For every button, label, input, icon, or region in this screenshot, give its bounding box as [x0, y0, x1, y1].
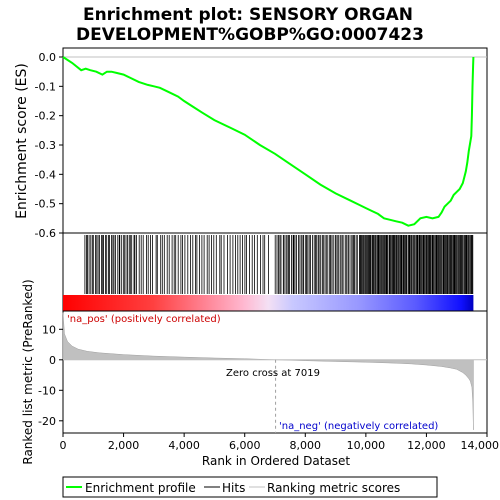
metric-y-axis: 10 0 -10 -20 [38, 323, 63, 428]
negative-correlation-label: 'na_neg' (negatively correlated) [279, 421, 438, 432]
metric-panel-frame [62, 310, 488, 434]
chart-title-line-2: DEVELOPMENT%GOBP%GO:0007423 [76, 25, 424, 45]
legend-metric-label: Ranking metric scores [267, 481, 400, 495]
metric-tick-label: -20 [38, 415, 56, 428]
ranked-list-color-bar [63, 295, 474, 311]
es-tick-label: -0.6 [35, 227, 56, 240]
x-axis: 0 2,000 4,000 6,000 8,000 10,000 12,000 14,000 [60, 433, 500, 452]
es-tick-label: -0.4 [35, 168, 56, 181]
x-tick-label: 14,000 [461, 439, 500, 452]
zero-cross-label: Zero cross at 7019 [226, 368, 320, 379]
es-tick-label: -0.3 [35, 139, 56, 152]
x-tick-label: 2,000 [108, 439, 140, 452]
legend-enrichment-label: Enrichment profile [85, 481, 196, 495]
es-tick-label: 0.0 [39, 51, 57, 64]
metric-tick-label: 0 [49, 354, 56, 367]
es-y-axis: 0.0 -0.1 -0.2 -0.3 -0.4 -0.5 -0.6 [35, 51, 63, 240]
x-tick-label: 4,000 [168, 439, 200, 452]
metric-y-axis-label: Ranked list metric (PreRanked) [21, 279, 35, 464]
chart-title-line-1: Enrichment plot: SENSORY ORGAN [83, 5, 413, 25]
x-tick-label: 10,000 [347, 439, 386, 452]
es-tick-label: -0.1 [35, 80, 56, 93]
metric-tick-label: -10 [38, 384, 56, 397]
metric-tick-label: 10 [42, 323, 56, 336]
x-tick-label: 8,000 [290, 439, 322, 452]
ranking-metric-area [62, 312, 474, 430]
enrichment-profile-line [62, 56, 475, 227]
x-axis-label: Rank in Ordered Dataset [202, 454, 350, 468]
x-tick-label: 0 [60, 439, 67, 452]
x-tick-label: 6,000 [229, 439, 261, 452]
es-tick-label: -0.5 [35, 198, 56, 211]
es-tick-label: -0.2 [35, 110, 56, 123]
es-y-axis-label: Enrichment score (ES) [14, 63, 30, 219]
positive-correlation-label: 'na_pos' (positively correlated) [67, 314, 221, 325]
hits-marks [84, 235, 474, 294]
x-tick-label: 12,000 [407, 439, 446, 452]
legend-hits-label: Hits [222, 481, 245, 495]
